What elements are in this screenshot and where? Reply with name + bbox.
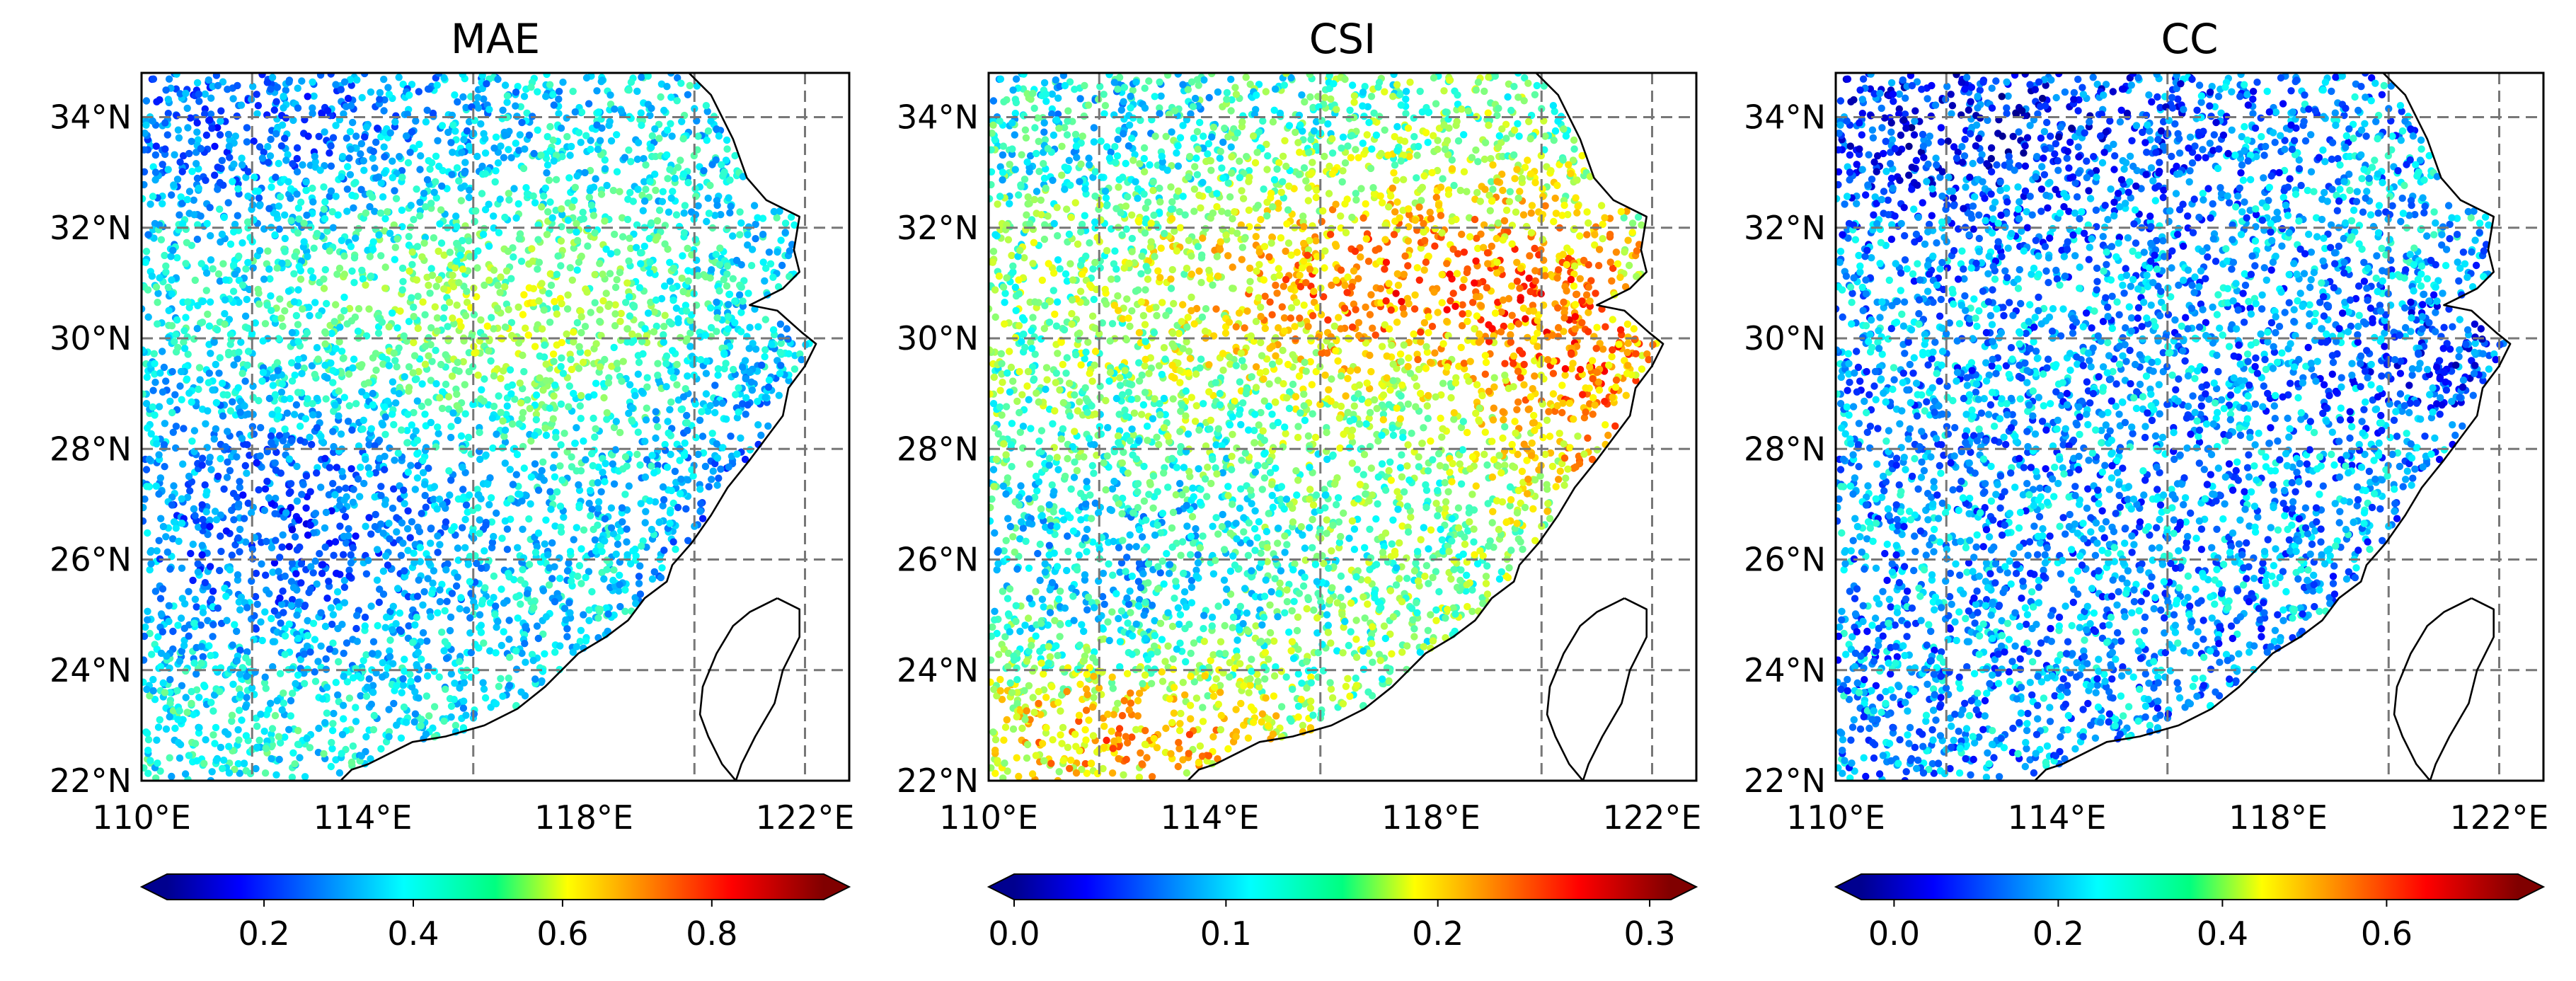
lon-tick-label: 122°E (1603, 798, 1702, 837)
colorbar-gradient (1014, 874, 1671, 900)
lat-tick-label: 24°N (1744, 651, 1826, 689)
coastline (340, 73, 817, 781)
lat-tick-label: 22°N (50, 762, 132, 800)
mainland-coastline (340, 73, 817, 781)
lat-tick-label: 32°N (897, 209, 979, 247)
colorbar-gradient (1861, 874, 2518, 900)
colorbar-body (987, 873, 1698, 900)
mainland-coastline (1187, 73, 1664, 781)
colorbar-tick-label: 0.4 (387, 914, 439, 953)
lat-tick-label: 34°N (50, 98, 132, 137)
map-panel-mae: MAE 22°N24°N26°N28°N30°N32°N34°N 110°E 11… (50, 15, 854, 953)
colorbar-tick-label: 0.4 (2197, 914, 2248, 953)
colorbar-extend-high (2518, 874, 2543, 900)
map-panel-csi: CSI 22°N24°N26°N28°N30°N32°N34°N 110°E 11… (897, 15, 1701, 953)
lat-tick-label: 26°N (50, 541, 132, 579)
lon-tick-label: 122°E (2450, 798, 2549, 837)
lon-tick-label: 114°E (2008, 798, 2107, 837)
colorbar-tick-label: 0.2 (238, 914, 290, 953)
lon-tick-label: 122°E (756, 798, 855, 837)
lat-tick-label: 26°N (1744, 541, 1826, 579)
lat-tick-label: 30°N (50, 319, 132, 357)
lat-tick-label: 32°N (1744, 209, 1826, 247)
colorbar-outline (1834, 873, 2546, 900)
colorbar-tick-label: 0.6 (536, 914, 588, 953)
colorbar-ticks: 0.0 0.1 0.2 0.3 (988, 900, 1676, 953)
lat-tick-label: 28°N (50, 430, 132, 468)
lat-tick-labels: 22°N 24°N 26°N 28°N 30°N 32°N 34°N (50, 98, 132, 801)
colorbar-tick-label: 0.8 (686, 914, 737, 953)
colorbar-body (1834, 873, 2546, 900)
colorbar-tick-label: 0.3 (1623, 914, 1675, 953)
lat-tick-labels: 22°N 24°N 26°N 28°N 30°N 32°N 34°N (897, 98, 979, 801)
lon-tick-label: 118°E (1381, 798, 1480, 837)
colorbar-csi: 0.0 0.1 0.2 0.3 (987, 873, 1698, 953)
lon-tick-label: 110°E (939, 798, 1038, 837)
lat-tick-label: 24°N (897, 651, 979, 689)
panel-title: CSI (1309, 15, 1376, 63)
colorbar-ticks: 0.0 0.2 0.4 0.6 (1868, 900, 2413, 953)
colorbar-mae: 0.2 0.4 0.6 0.8 (139, 873, 851, 953)
colorbar-extend-low (142, 874, 167, 900)
colorbar-extend-low (1836, 874, 1861, 900)
lon-tick-labels: 110°E 114°E 118°E 122°E (1786, 798, 2548, 837)
station-scatter (142, 73, 813, 781)
lon-tick-label: 110°E (1786, 798, 1885, 837)
lat-tick-label: 34°N (1744, 98, 1826, 137)
colorbar-tick-label: 0.0 (988, 914, 1040, 953)
lat-tick-label: 30°N (1744, 319, 1826, 357)
coastline (1187, 73, 1664, 781)
gridlines (1836, 73, 2543, 781)
lon-tick-label: 114°E (314, 798, 413, 837)
lat-tick-label: 34°N (897, 98, 979, 137)
map-frame (1834, 71, 2545, 782)
lon-tick-label: 114°E (1161, 798, 1260, 837)
gridlines (989, 73, 1696, 781)
taiwan-outline (2393, 597, 2495, 781)
mainland-coastline (2034, 73, 2512, 781)
panel-title: CC (2161, 15, 2219, 63)
colorbar-outline (139, 873, 851, 900)
colorbar-tick-label: 0.6 (2361, 914, 2413, 953)
lat-tick-label: 22°N (897, 762, 979, 800)
lon-tick-label: 118°E (534, 798, 633, 837)
lon-tick-label: 118°E (2229, 798, 2328, 837)
panel-title: MAE (451, 15, 540, 63)
lat-tick-label: 30°N (897, 319, 979, 357)
taiwan-outline (698, 597, 801, 781)
taiwan-outline (1546, 597, 1648, 781)
colorbar-extend-low (989, 874, 1014, 900)
gridlines (142, 73, 849, 781)
lon-tick-labels: 110°E 114°E 118°E 122°E (939, 798, 1701, 837)
lat-tick-label: 26°N (897, 541, 979, 579)
lat-tick-label: 24°N (50, 651, 132, 689)
lat-tick-label: 28°N (1744, 430, 1826, 468)
map-frame (987, 71, 1698, 782)
colorbar-tick-label: 0.2 (2032, 914, 2084, 953)
colorbar-body (139, 873, 851, 900)
lon-tick-label: 110°E (92, 798, 191, 837)
colorbar-tick-label: 0.0 (1868, 914, 1920, 953)
lat-tick-label: 32°N (50, 209, 132, 247)
lat-tick-label: 22°N (1744, 762, 1826, 800)
lat-tick-labels: 22°N 24°N 26°N 28°N 30°N 32°N 34°N (1744, 98, 1826, 801)
station-scatter (1836, 73, 2507, 781)
colorbar-ticks: 0.2 0.4 0.6 0.8 (238, 900, 737, 953)
colorbar-extend-high (1671, 874, 1696, 900)
colorbar-tick-label: 0.2 (1412, 914, 1464, 953)
lon-tick-labels: 110°E 114°E 118°E 122°E (92, 798, 854, 837)
coastline (2034, 73, 2512, 781)
colorbar-tick-label: 0.1 (1200, 914, 1252, 953)
colorbar-extend-high (824, 874, 849, 900)
map-frame (140, 71, 851, 782)
map-panel-cc: CC 22°N 24°N 26°N 28°N 30°N 32°N 34°N 110°E 114… (1744, 15, 2548, 953)
station-scatter (989, 73, 1660, 781)
colorbar-cc: 0.0 0.2 0.4 0.6 (1834, 873, 2546, 953)
colorbar-gradient (167, 874, 824, 900)
lat-tick-label: 28°N (897, 430, 979, 468)
